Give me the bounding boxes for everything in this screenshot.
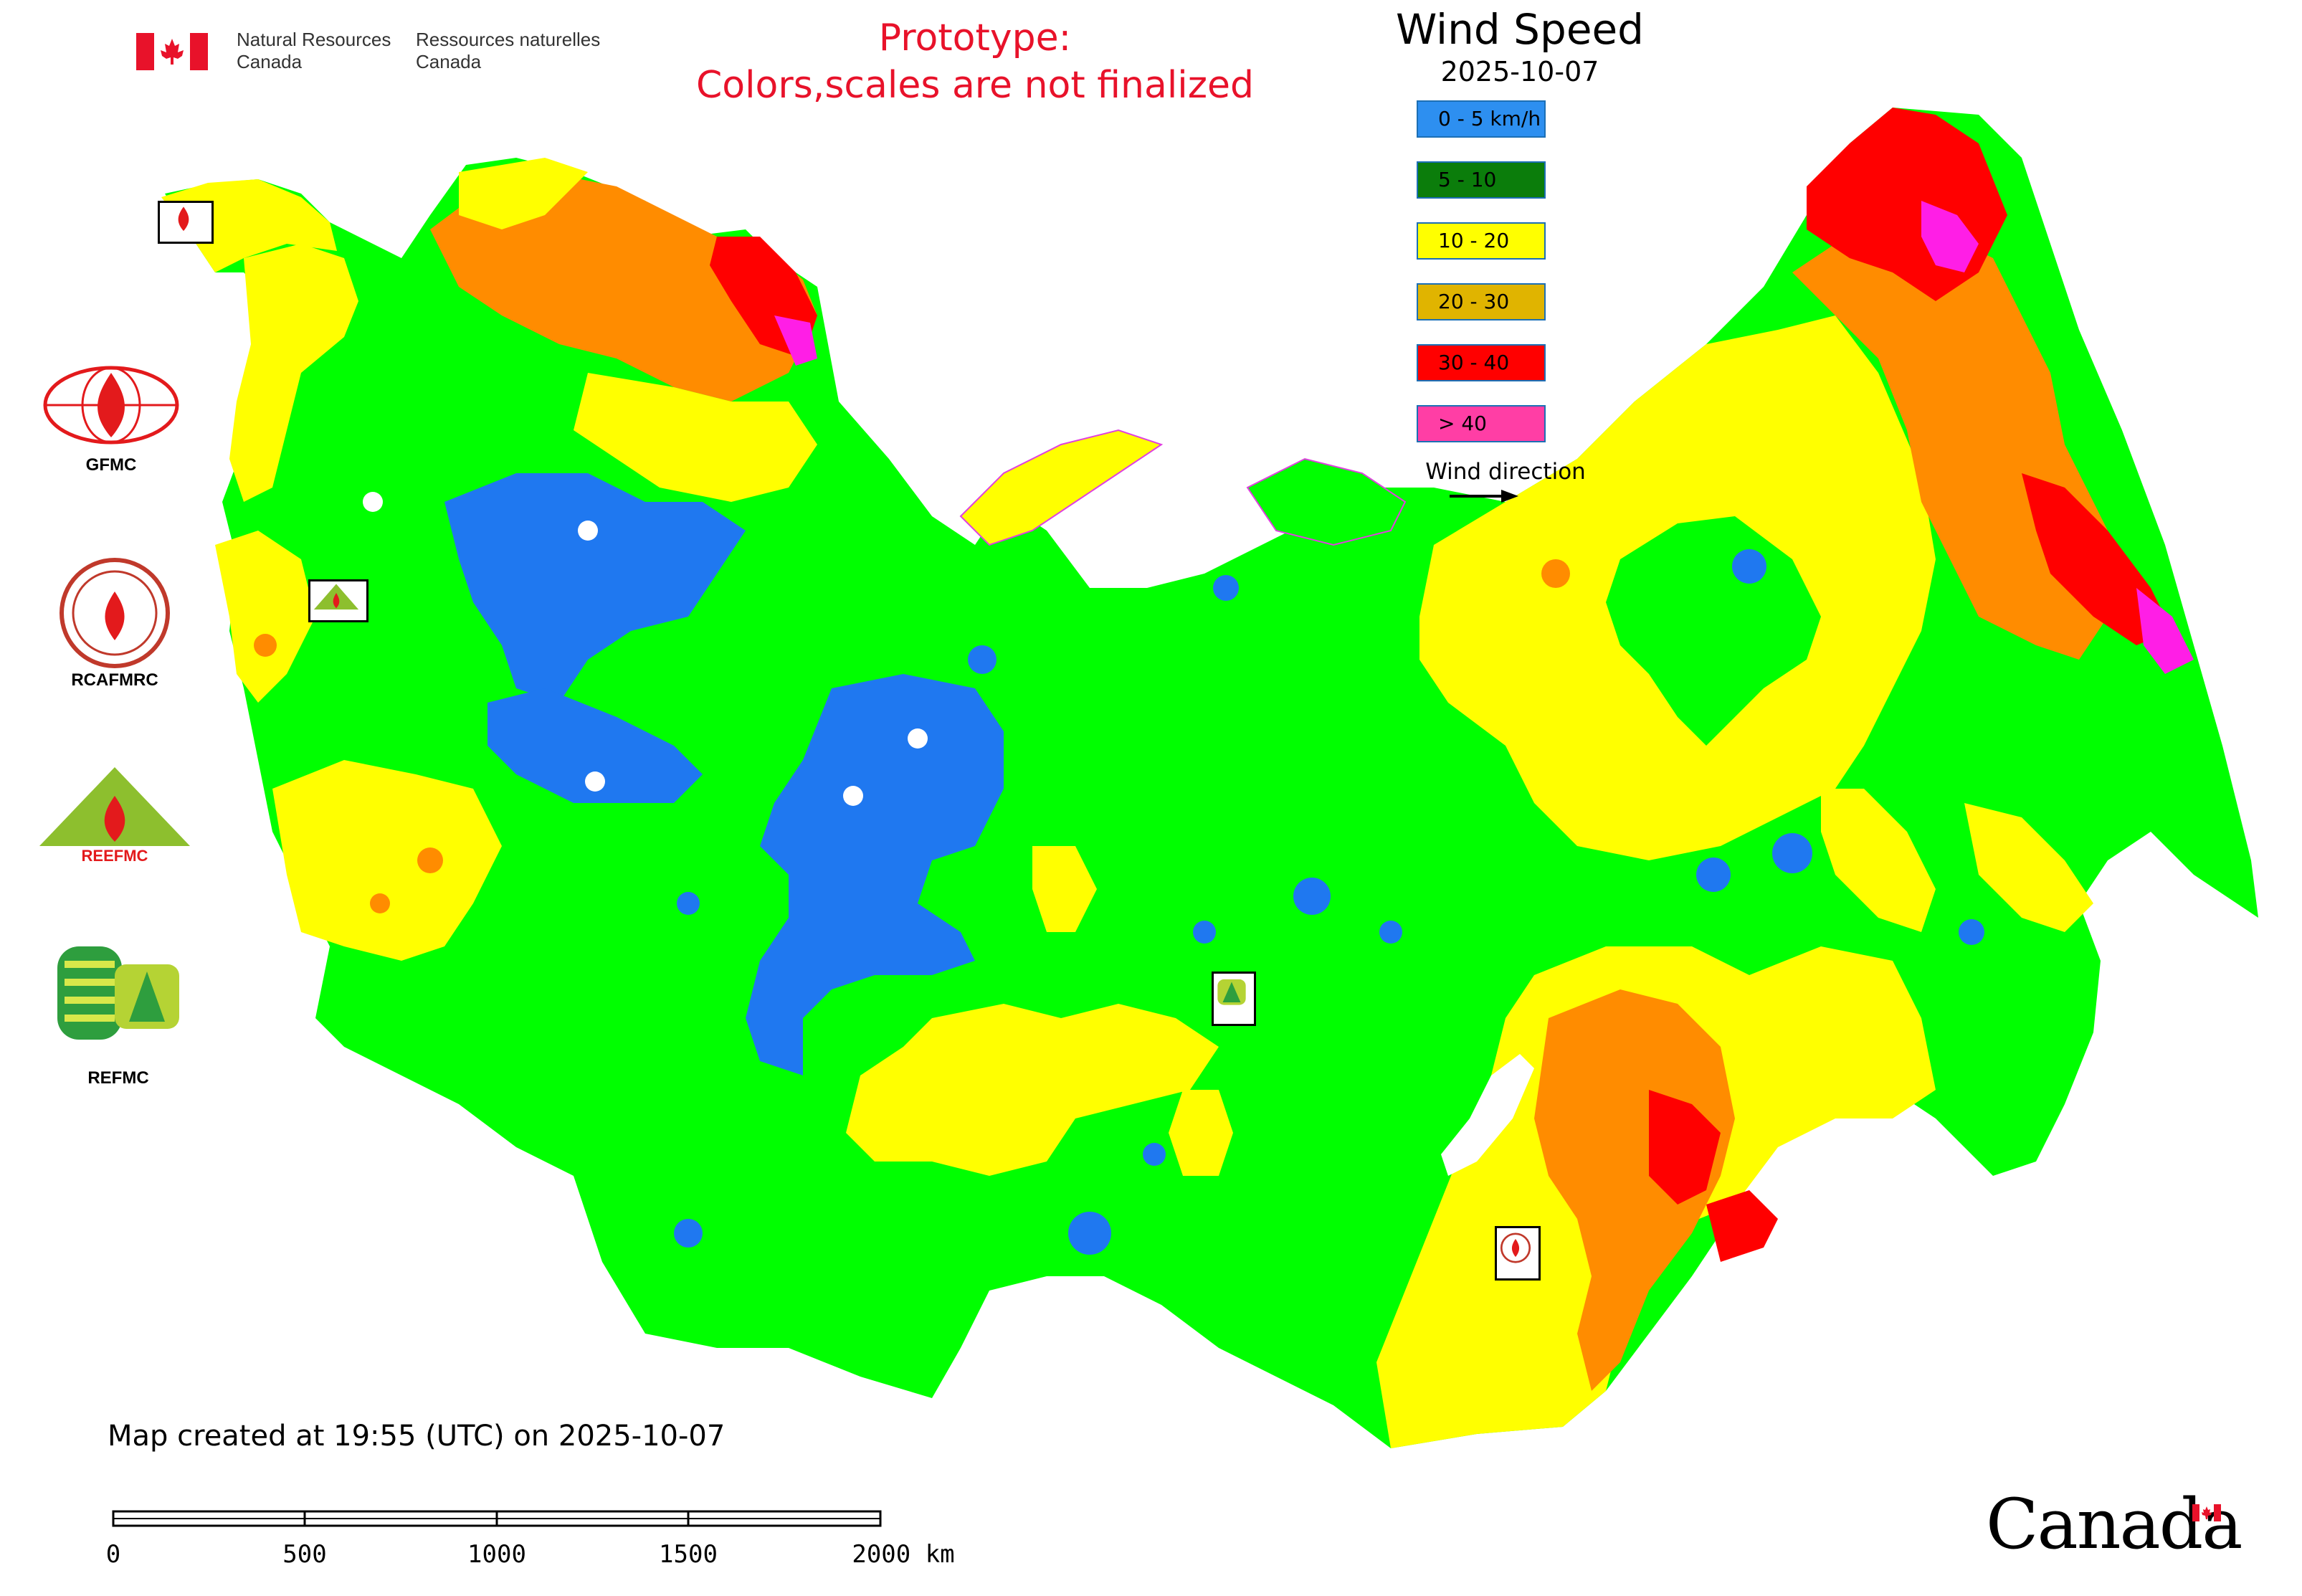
- canada-wordmark: Canada: [1986, 1484, 2242, 1564]
- zone-red-kamchatka: [2022, 473, 2172, 645]
- org-name-en: Natural Resources Canada: [237, 29, 391, 72]
- arctic-island: [1246, 457, 1407, 546]
- refmc-marker-icon: [1217, 979, 1246, 1005]
- legend-title: Wind Speed: [1395, 5, 1645, 54]
- lake-spot: [585, 771, 605, 792]
- legend-item: 20 - 30: [1417, 283, 1546, 320]
- calm-spot: [1696, 858, 1731, 892]
- rcafmrc-logo-icon: [60, 558, 170, 668]
- zone-yellow-kamchatka-south: [1964, 803, 2093, 932]
- lake-spot: [578, 521, 598, 541]
- svg-text:REEFMC: REEFMC: [82, 847, 148, 865]
- calm-spot: [1959, 919, 1984, 945]
- prototype-notice: Prototype: Colors,scales are not finaliz…: [617, 14, 1333, 109]
- center-reefmc: REEFMC: [39, 767, 190, 870]
- map-marker-reefmc[interactable]: [308, 579, 368, 622]
- map-marker-gfmc[interactable]: [158, 201, 214, 244]
- nrcan-signature: Natural Resources Canada Ressources natu…: [136, 29, 624, 79]
- map-marker-rcafmrc[interactable]: [1495, 1226, 1541, 1281]
- center-label: GFMC: [85, 455, 137, 475]
- scale-bar: 0 500 1000 1500 2000 km: [105, 1506, 968, 1577]
- legend-item: > 40: [1417, 405, 1546, 442]
- lake-spot: [363, 492, 383, 512]
- calm-spot: [1143, 1143, 1166, 1166]
- gust-spot: [1541, 559, 1570, 588]
- zone-red-sakhalin: [1706, 1190, 1778, 1262]
- calm-spot: [1068, 1212, 1111, 1255]
- notice-line-1: Prototype:: [878, 16, 1072, 60]
- zone-orange-kola: [430, 172, 817, 402]
- calm-spot: [968, 645, 997, 674]
- scale-label: 500: [282, 1540, 327, 1569]
- novaya-zemlya: [959, 429, 1164, 546]
- gust-spot: [370, 893, 390, 913]
- lake-spot: [843, 786, 863, 806]
- map-marker-refmc[interactable]: [1212, 972, 1256, 1026]
- zone-blue-central: [487, 688, 703, 803]
- zone-magenta-kola: [774, 315, 817, 366]
- gfmc-marker-icon: [178, 206, 189, 232]
- reefmc-logo-icon: REEFMC: [39, 767, 190, 865]
- legend-item: 0 - 5 km/h: [1417, 100, 1546, 138]
- zone-yellow-karelia: [459, 158, 588, 229]
- center-gfmc: GFMC: [39, 362, 183, 475]
- org-name-fr: Ressources naturelles Canada: [416, 29, 601, 72]
- legend-item: 5 - 10: [1417, 161, 1546, 199]
- calm-spot: [1379, 921, 1402, 944]
- zone-green-yakutia-island: [1606, 516, 1821, 746]
- gust-spot: [254, 634, 277, 657]
- reefmc-marker-icon: [313, 584, 359, 610]
- zone-yellow-siberia: [1169, 1090, 1233, 1176]
- scale-label: 1500: [659, 1540, 718, 1569]
- scale-bar-graphic: [112, 1510, 882, 1527]
- gfmc-logo-icon: [43, 366, 179, 445]
- lake-spot: [908, 728, 928, 749]
- calm-spot: [1772, 833, 1812, 873]
- legend-date: 2025-10-07: [1440, 56, 1599, 87]
- notice-line-2: Colors,scales are not finalized: [695, 64, 1255, 107]
- lake-baikal: [1441, 1054, 1534, 1176]
- center-label: REFMC: [87, 1068, 149, 1088]
- zone-magenta-chukotka: [1921, 201, 1979, 272]
- zone-yellow-west: [215, 531, 315, 703]
- legend-item: 30 - 40: [1417, 344, 1546, 381]
- legend-item: 10 - 20: [1417, 222, 1546, 260]
- zone-yellow-okhotsk: [1821, 789, 1936, 932]
- zone-yellow-southwest: [272, 760, 502, 961]
- zone-blue-west: [444, 473, 746, 703]
- zone-orange-amur: [1534, 989, 1735, 1391]
- zone-yellow-ural: [846, 1004, 1219, 1176]
- wind-direction-label: Wind direction: [1425, 459, 1586, 485]
- calm-spot: [1213, 575, 1239, 601]
- zone-yellow-kola-south: [574, 373, 817, 502]
- map-created-note: Map created at 19:55 (UTC) on 2025-10-07: [108, 1420, 726, 1453]
- wind-direction-arrow-icon: [1450, 490, 1518, 503]
- zone-magenta-kamchatka: [2136, 588, 2194, 674]
- canada-wordmark-flag-icon: [2192, 1504, 2221, 1521]
- zone-red-primorye: [1649, 1090, 1721, 1205]
- center-rcafmrc: RCAFMRC: [57, 556, 172, 690]
- calm-spot: [1193, 921, 1216, 944]
- zone-yellow-scandinavia: [229, 244, 358, 502]
- zone-yellow-altai: [1032, 846, 1097, 932]
- zone-blue-volga: [746, 674, 1004, 1075]
- center-label: RCAFMRC: [71, 670, 158, 690]
- calm-spot: [674, 1219, 703, 1248]
- canada-flag-icon: [136, 33, 208, 70]
- calm-spot: [1293, 878, 1331, 915]
- center-refmc: REFMC: [57, 946, 179, 1088]
- scale-label: 1000: [467, 1540, 526, 1569]
- calm-spot: [677, 892, 700, 915]
- gust-spot: [417, 847, 443, 873]
- zone-orange-chukotka: [1792, 215, 2122, 660]
- scale-label: 0: [105, 1540, 121, 1569]
- calm-spot: [1732, 549, 1766, 584]
- rcafmrc-marker-icon: [1500, 1232, 1531, 1263]
- refmc-logo-icon: [57, 946, 179, 1040]
- scale-label: 2000 km: [852, 1540, 955, 1569]
